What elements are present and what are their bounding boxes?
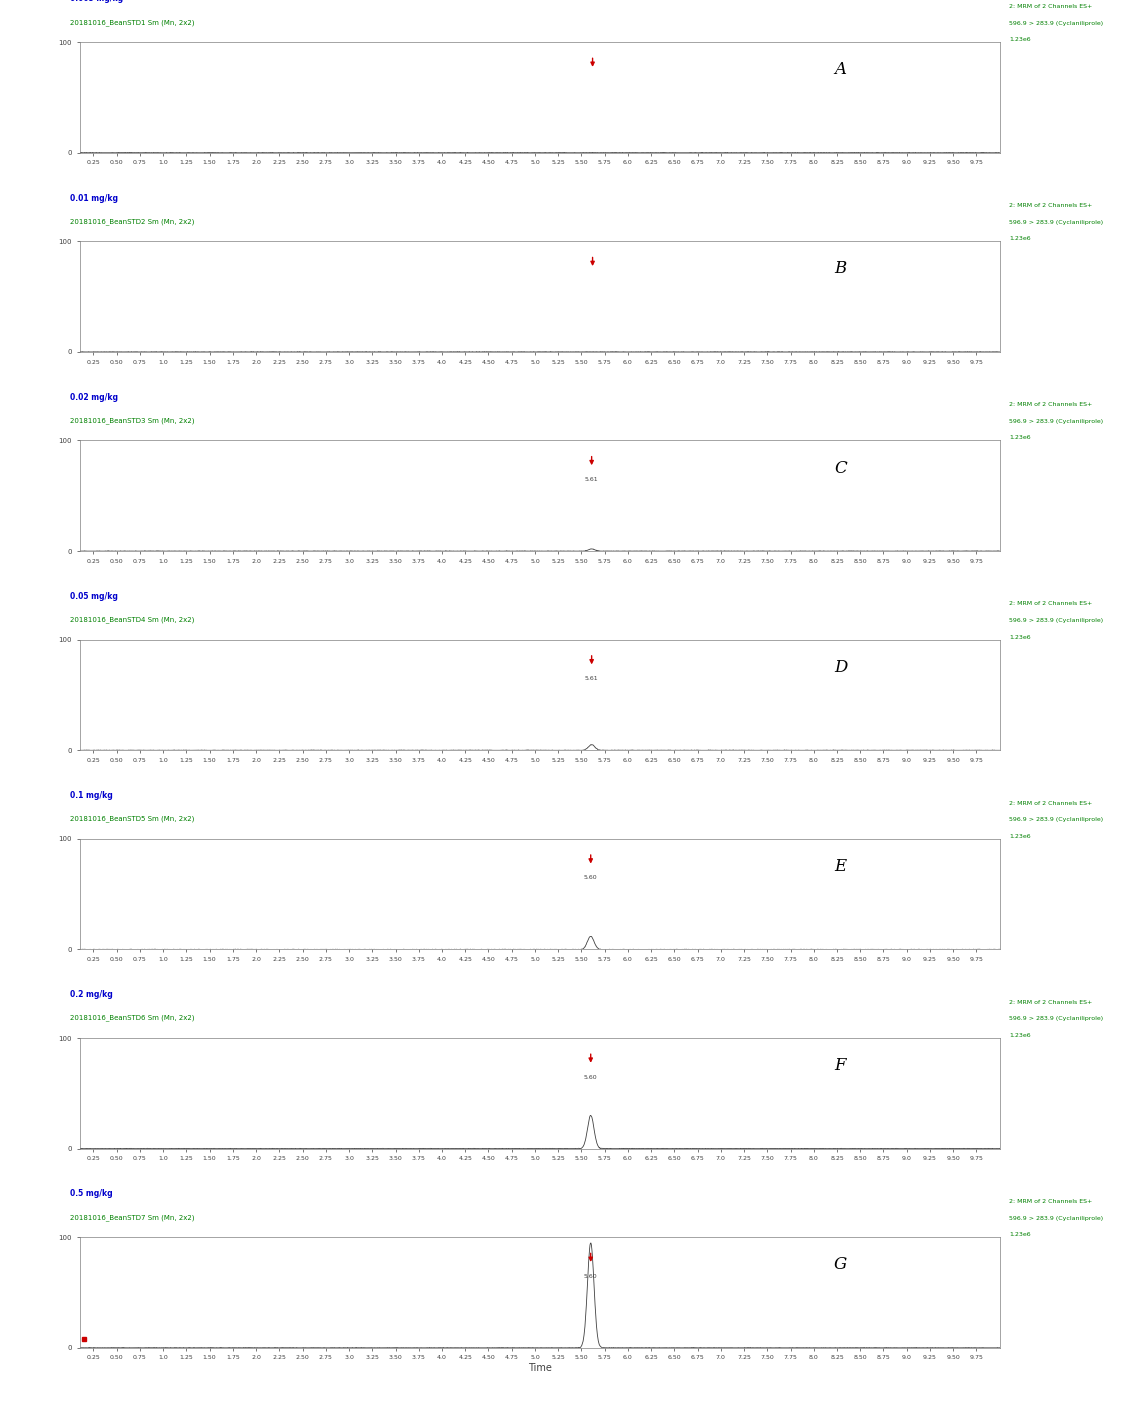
Text: 2: MRM of 2 Channels ES+: 2: MRM of 2 Channels ES+	[1009, 601, 1092, 607]
Text: B: B	[834, 261, 846, 278]
Text: 0.05 mg/kg: 0.05 mg/kg	[70, 592, 118, 601]
Text: 2: MRM of 2 Channels ES+: 2: MRM of 2 Channels ES+	[1009, 403, 1092, 407]
Text: 0.005 mg/kg: 0.005 mg/kg	[70, 0, 124, 3]
Text: 20181016_BeanSTD5 Sm (Mn, 2x2): 20181016_BeanSTD5 Sm (Mn, 2x2)	[70, 816, 194, 823]
Text: 1.23e6: 1.23e6	[1009, 37, 1030, 42]
Text: D: D	[834, 658, 847, 675]
Text: 1.23e6: 1.23e6	[1009, 236, 1030, 241]
Text: 1.23e6: 1.23e6	[1009, 635, 1030, 640]
Text: 0.01 mg/kg: 0.01 mg/kg	[70, 194, 118, 202]
Text: 5.61: 5.61	[585, 677, 599, 681]
Text: A: A	[834, 62, 846, 79]
Text: 2: MRM of 2 Channels ES+: 2: MRM of 2 Channels ES+	[1009, 4, 1092, 8]
Text: 20181016_BeanSTD6 Sm (Mn, 2x2): 20181016_BeanSTD6 Sm (Mn, 2x2)	[70, 1015, 194, 1022]
Text: 0.02 mg/kg: 0.02 mg/kg	[70, 393, 118, 402]
Text: G: G	[834, 1257, 847, 1273]
Text: 1.23e6: 1.23e6	[1009, 834, 1030, 838]
Text: 20181016_BeanSTD3 Sm (Mn, 2x2): 20181016_BeanSTD3 Sm (Mn, 2x2)	[70, 417, 194, 424]
Text: 1.23e6: 1.23e6	[1009, 435, 1030, 441]
Text: 2: MRM of 2 Channels ES+: 2: MRM of 2 Channels ES+	[1009, 1199, 1092, 1205]
Text: 1.23e6: 1.23e6	[1009, 1233, 1030, 1237]
Text: 596.9 > 283.9 (Cyclaniliprole): 596.9 > 283.9 (Cyclaniliprole)	[1009, 618, 1103, 623]
Text: 2: MRM of 2 Channels ES+: 2: MRM of 2 Channels ES+	[1009, 800, 1092, 806]
Text: 20181016_BeanSTD1 Sm (Mn, 2x2): 20181016_BeanSTD1 Sm (Mn, 2x2)	[70, 18, 194, 25]
Text: 5.60: 5.60	[584, 875, 598, 880]
Text: 2: MRM of 2 Channels ES+: 2: MRM of 2 Channels ES+	[1009, 204, 1092, 208]
Text: 596.9 > 283.9 (Cyclaniliprole): 596.9 > 283.9 (Cyclaniliprole)	[1009, 418, 1103, 424]
Text: 596.9 > 283.9 (Cyclaniliprole): 596.9 > 283.9 (Cyclaniliprole)	[1009, 219, 1103, 225]
Text: 2: MRM of 2 Channels ES+: 2: MRM of 2 Channels ES+	[1009, 1000, 1092, 1005]
Text: 596.9 > 283.9 (Cyclaniliprole): 596.9 > 283.9 (Cyclaniliprole)	[1009, 817, 1103, 823]
Text: 5.61: 5.61	[585, 477, 599, 482]
Text: C: C	[834, 459, 846, 476]
Text: 0.1 mg/kg: 0.1 mg/kg	[70, 790, 114, 800]
Text: 20181016_BeanSTD2 Sm (Mn, 2x2): 20181016_BeanSTD2 Sm (Mn, 2x2)	[70, 218, 194, 225]
Text: 5.60: 5.60	[584, 1273, 598, 1279]
Text: 1.23e6: 1.23e6	[1009, 1033, 1030, 1038]
Text: 0.2 mg/kg: 0.2 mg/kg	[70, 990, 114, 1000]
X-axis label: Time: Time	[527, 1363, 552, 1373]
Text: 596.9 > 283.9 (Cyclaniliprole): 596.9 > 283.9 (Cyclaniliprole)	[1009, 21, 1103, 25]
Text: 5.60: 5.60	[584, 1074, 598, 1080]
Text: 20181016_BeanSTD7 Sm (Mn, 2x2): 20181016_BeanSTD7 Sm (Mn, 2x2)	[70, 1214, 194, 1220]
Text: F: F	[834, 1057, 845, 1074]
Text: E: E	[834, 858, 846, 875]
Text: 596.9 > 283.9 (Cyclaniliprole): 596.9 > 283.9 (Cyclaniliprole)	[1009, 1016, 1103, 1022]
Text: 20181016_BeanSTD4 Sm (Mn, 2x2): 20181016_BeanSTD4 Sm (Mn, 2x2)	[70, 616, 194, 623]
Text: 0.5 mg/kg: 0.5 mg/kg	[70, 1189, 112, 1199]
Text: 596.9 > 283.9 (Cyclaniliprole): 596.9 > 283.9 (Cyclaniliprole)	[1009, 1216, 1103, 1220]
